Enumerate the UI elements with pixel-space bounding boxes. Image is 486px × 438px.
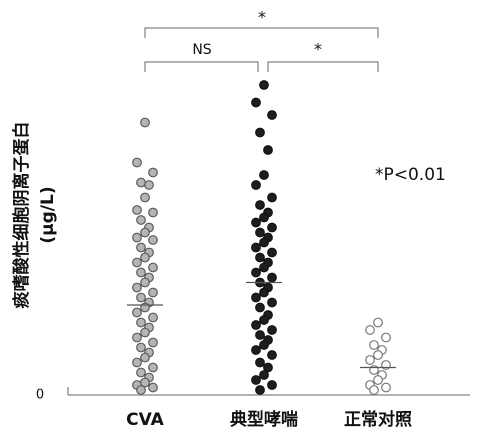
data-point (267, 192, 277, 203)
data-point (259, 237, 269, 248)
data-point (259, 340, 269, 350)
data-point (132, 357, 142, 368)
data-point (132, 257, 142, 268)
data-point (259, 287, 269, 298)
data-point (140, 227, 150, 238)
data-point (255, 385, 265, 395)
data-point (267, 247, 277, 258)
bracket (144, 61, 259, 72)
data-point (251, 97, 261, 108)
data-point (251, 345, 261, 355)
data-point (373, 350, 383, 360)
significance-label: NS (192, 42, 211, 58)
data-point (267, 380, 277, 390)
p-value-note: *P<0.01 (375, 165, 446, 185)
data-point (259, 370, 269, 380)
data-point (136, 367, 146, 378)
data-point (369, 340, 379, 350)
data-point (259, 212, 269, 223)
data-point (132, 282, 142, 293)
data-point (365, 355, 375, 365)
data-point (132, 332, 142, 343)
data-point (148, 312, 158, 323)
data-point (263, 362, 273, 373)
y-axis-unit: (μg/L) (38, 186, 58, 243)
x-tick-label: CVA (126, 410, 164, 430)
data-point (136, 385, 146, 395)
data-point (140, 192, 150, 203)
data-point (136, 242, 146, 253)
data-point (267, 272, 277, 283)
data-point (148, 207, 158, 218)
data-point (148, 287, 158, 298)
data-point (255, 200, 265, 210)
data-point (251, 217, 261, 228)
data-point (132, 307, 142, 318)
data-point (255, 252, 265, 263)
data-point (255, 127, 265, 138)
data-point (381, 382, 391, 393)
data-point (259, 262, 269, 273)
data-point (132, 205, 142, 215)
data-point (381, 332, 391, 343)
data-point (136, 317, 146, 328)
data-point (140, 117, 150, 128)
bracket (267, 61, 379, 72)
data-point (144, 180, 154, 190)
data-point (373, 375, 383, 385)
data-point (255, 302, 265, 313)
data-point (132, 157, 142, 168)
data-point (148, 382, 158, 393)
data-point (136, 292, 146, 303)
data-point (373, 317, 383, 328)
data-point (148, 167, 158, 178)
data-point (267, 222, 277, 233)
data-point (365, 325, 375, 335)
bracket (144, 27, 379, 38)
data-point (136, 267, 146, 278)
data-point (251, 375, 261, 385)
data-point (251, 320, 261, 330)
data-point (136, 177, 146, 188)
y-axis-title: 痰嗜酸性细胞阴离子蛋白 (11, 122, 32, 309)
data-point (259, 170, 269, 180)
y-tick-label: 0 (36, 388, 44, 403)
data-point (148, 262, 158, 273)
data-point (259, 80, 269, 90)
data-point (251, 292, 261, 303)
data-point (255, 227, 265, 238)
data-point (136, 215, 146, 225)
significance-label: * (258, 8, 266, 27)
data-point (148, 235, 158, 245)
data-point (140, 327, 150, 338)
data-point (267, 350, 277, 360)
data-point (251, 242, 261, 253)
data-point (140, 352, 150, 363)
data-point (132, 232, 142, 243)
data-point (255, 357, 265, 368)
data-point (267, 297, 277, 308)
data-point (140, 277, 150, 288)
data-point (148, 362, 158, 373)
data-point (255, 330, 265, 340)
x-tick-label: 正常对照 (344, 409, 412, 430)
data-point (148, 337, 158, 348)
data-point (140, 252, 150, 263)
data-point (267, 110, 277, 120)
significance-label: * (314, 40, 322, 59)
data-point (259, 315, 269, 325)
data-point (251, 267, 261, 278)
data-point (136, 342, 146, 353)
data-point (267, 325, 277, 335)
x-tick-label: 典型哮喘 (230, 409, 298, 430)
data-point (251, 180, 261, 190)
data-point (369, 385, 379, 395)
data-point (263, 145, 273, 155)
